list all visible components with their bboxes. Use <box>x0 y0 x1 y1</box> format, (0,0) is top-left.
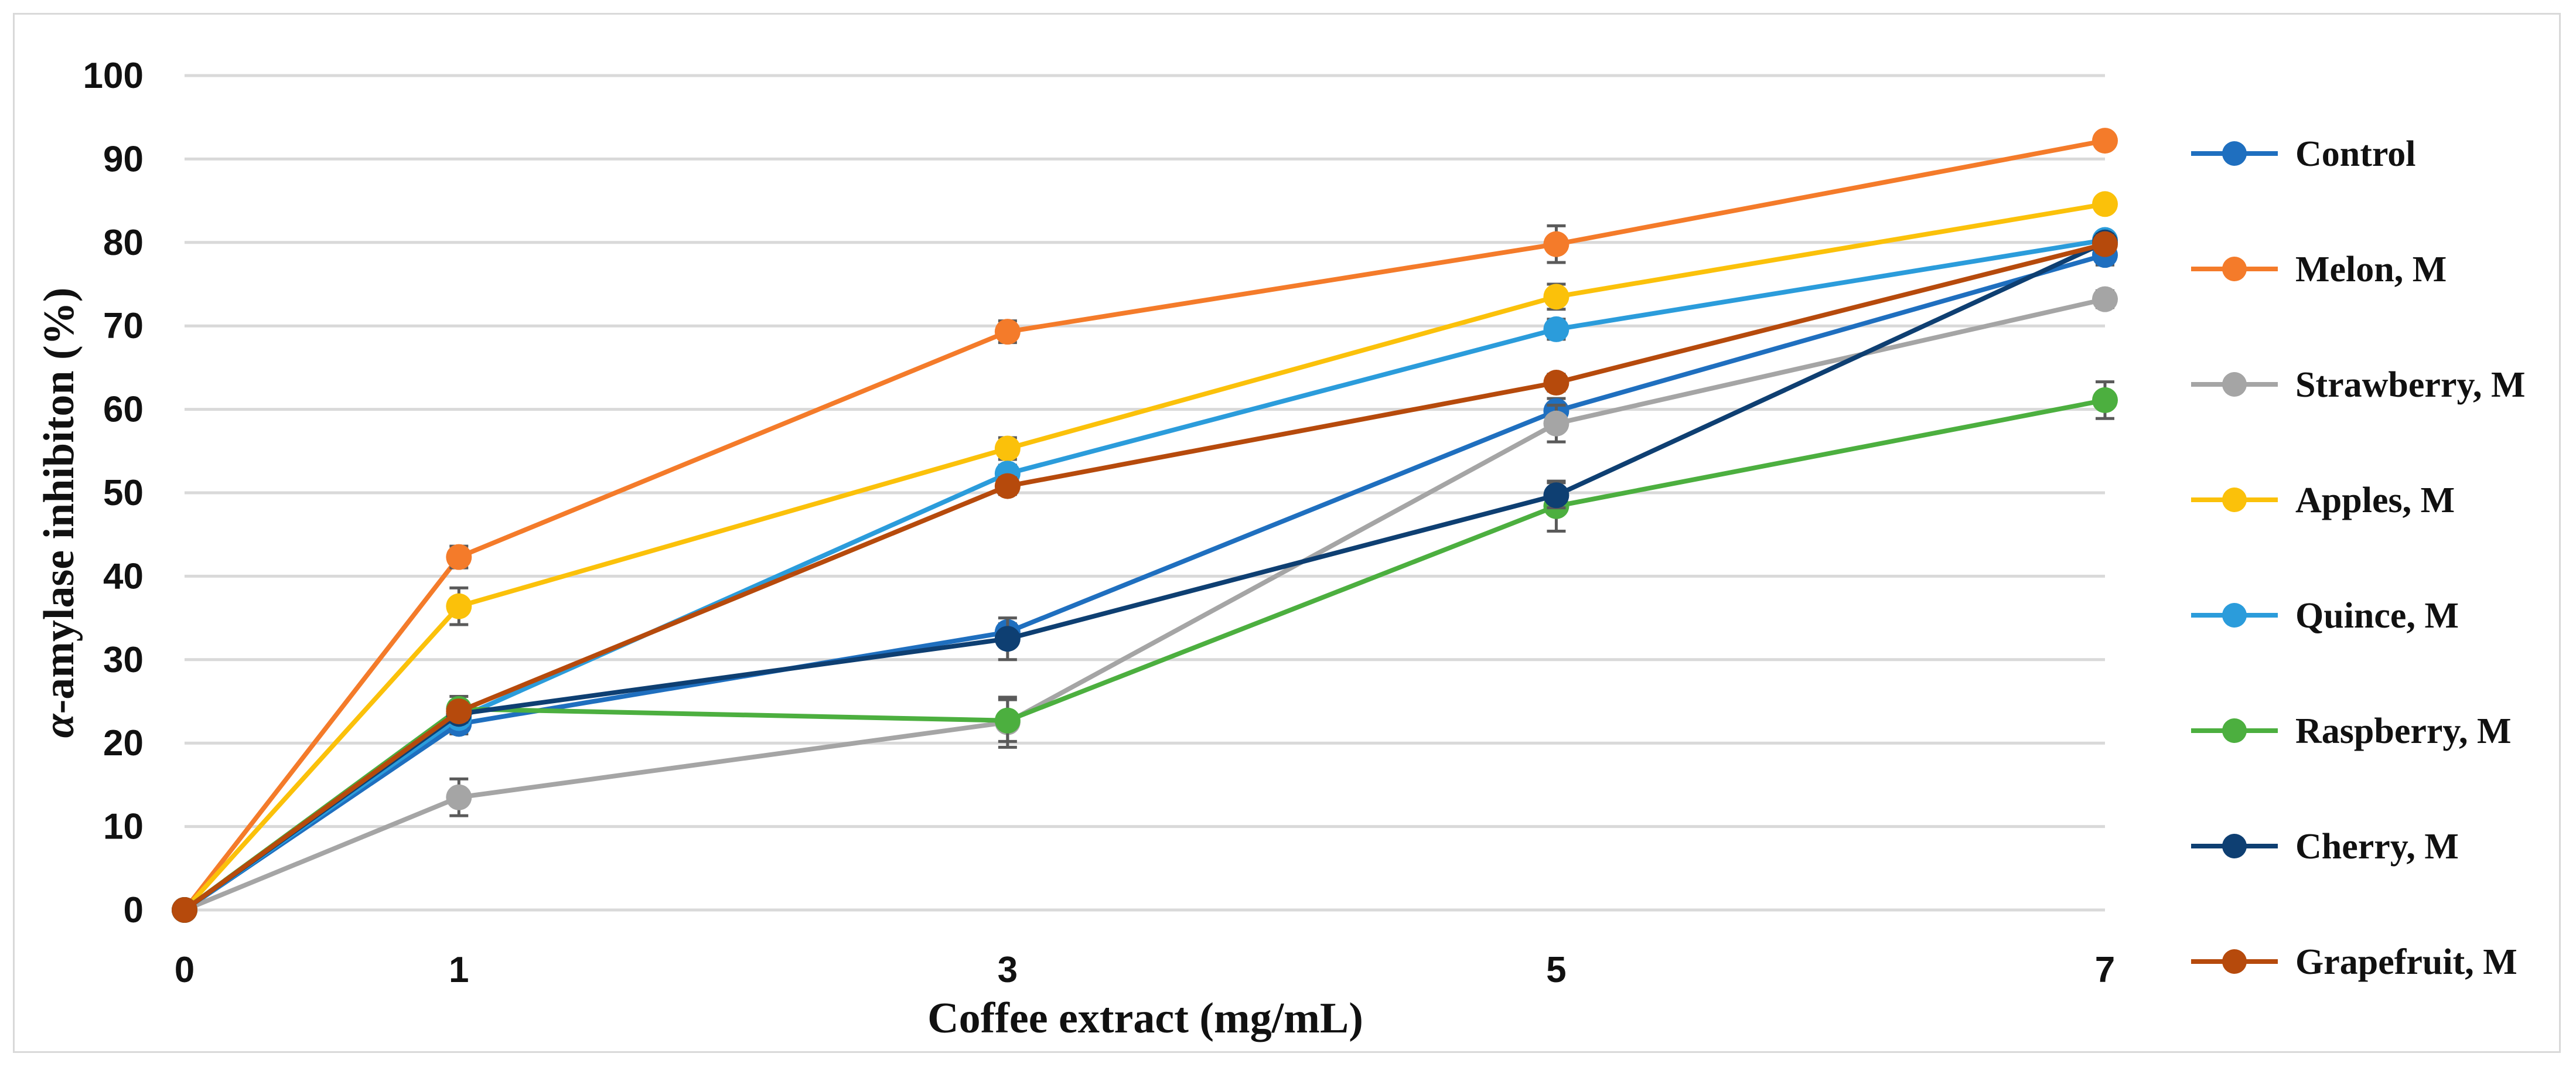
data-point <box>994 435 1021 462</box>
series-raspberry-m <box>172 380 2118 923</box>
data-point <box>1543 231 1570 257</box>
data-point <box>994 707 1021 734</box>
x-axis-ticks: 0 1 3 5 7 <box>175 950 2115 990</box>
data-point <box>1543 410 1570 437</box>
y-tick-label: 0 <box>124 890 144 930</box>
legend-label: Grapefruit, M <box>2295 942 2517 982</box>
legend-item: Quince, M <box>2191 596 2459 636</box>
legend-label: Raspberry, M <box>2295 711 2512 751</box>
y-tick-label: 100 <box>83 56 144 96</box>
legend-label: Apples, M <box>2295 480 2455 520</box>
legend-label: Strawberry, M <box>2295 365 2526 405</box>
y-tick-label: 10 <box>103 807 144 847</box>
y-tick-label: 20 <box>103 723 144 763</box>
gridlines <box>185 74 2105 912</box>
y-tick-label: 50 <box>103 473 144 513</box>
legend-marker <box>2222 834 2247 858</box>
legend-item: Raspberry, M <box>2191 711 2512 751</box>
legend-marker <box>2222 488 2247 512</box>
y-tick-label: 90 <box>103 139 144 179</box>
data-point <box>446 593 472 619</box>
data-point <box>1543 370 1570 396</box>
legend-marker <box>2222 257 2247 281</box>
x-tick-label: 0 <box>175 950 195 990</box>
data-point <box>2092 231 2118 257</box>
data-point <box>446 544 472 570</box>
y-axis-title-symbol: α <box>35 713 83 738</box>
y-tick-label: 60 <box>103 390 144 430</box>
data-point <box>172 897 197 923</box>
chart-frame <box>13 13 2561 1053</box>
legend-item: Grapefruit, M <box>2191 942 2517 982</box>
data-point <box>1543 316 1570 342</box>
y-axis-title: α-amylase inhibiton (%) <box>35 288 83 738</box>
y-tick-label: 40 <box>103 556 144 596</box>
series-layer <box>172 128 2118 923</box>
data-point <box>2092 286 2118 312</box>
x-tick-label: 3 <box>998 950 1018 990</box>
y-axis-title-text: -amylase inhibiton (%) <box>35 288 83 714</box>
data-point <box>1543 482 1570 509</box>
y-tick-label: 70 <box>103 306 144 346</box>
legend-item: Cherry, M <box>2191 827 2459 867</box>
x-tick-label: 1 <box>449 950 469 990</box>
legend-marker <box>2222 141 2247 166</box>
legend-marker <box>2222 603 2247 628</box>
legend-label: Control <box>2295 134 2416 174</box>
data-point <box>446 784 472 810</box>
series-line <box>182 397 2107 912</box>
legend-marker <box>2222 949 2247 974</box>
series-line <box>182 253 2107 912</box>
data-point <box>994 473 1021 499</box>
legend-label: Melon, M <box>2295 250 2447 289</box>
y-axis-ticks: 0 10 20 30 40 50 60 70 80 90 100 <box>83 56 144 930</box>
series-control <box>172 242 2118 923</box>
data-point <box>2092 191 2118 217</box>
x-tick-label: 7 <box>2095 950 2115 990</box>
legend-item: Apples, M <box>2191 480 2455 520</box>
legend-label: Quince, M <box>2295 596 2459 636</box>
data-point <box>2092 387 2118 413</box>
x-tick-label: 5 <box>1546 950 1566 990</box>
legend-marker <box>2222 372 2247 397</box>
legend: Control Melon, M Strawberry, M Apples, M Qui… <box>2191 134 2526 982</box>
data-point <box>1543 284 1570 310</box>
legend-label: Cherry, M <box>2295 827 2459 867</box>
data-point <box>994 319 1021 345</box>
legend-marker <box>2222 718 2247 743</box>
data-point <box>446 698 472 725</box>
y-tick-label: 30 <box>103 640 144 680</box>
data-point <box>994 626 1021 652</box>
legend-item: Control <box>2191 134 2416 174</box>
data-point <box>2092 128 2118 154</box>
legend-item: Strawberry, M <box>2191 365 2526 405</box>
y-tick-label: 80 <box>103 223 144 263</box>
legend-item: Melon, M <box>2191 250 2447 289</box>
series-grapefruit-m <box>172 231 2118 923</box>
x-axis-title: Coffee extract (mg/mL) <box>927 994 1363 1042</box>
